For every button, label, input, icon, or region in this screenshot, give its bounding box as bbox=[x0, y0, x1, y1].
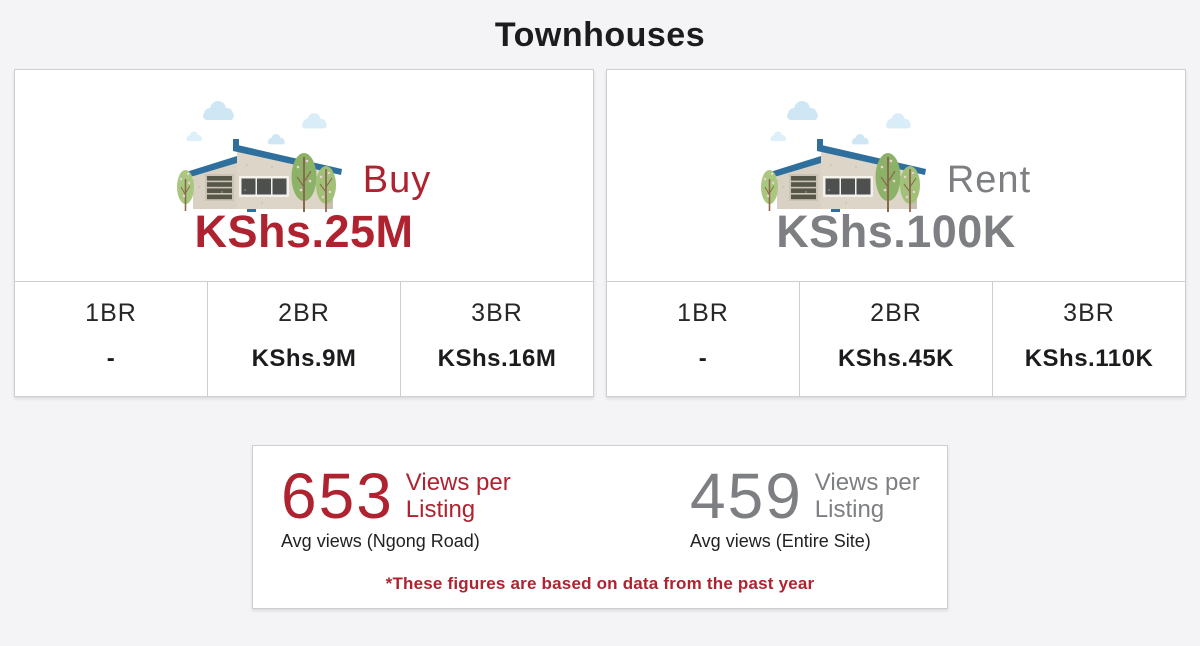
buy-hero: Buy KShs.25M bbox=[15, 70, 593, 281]
average-price: KShs.100K bbox=[776, 206, 1016, 257]
stat-label: Views per Listing bbox=[814, 468, 920, 524]
bedroom-price: - bbox=[698, 345, 708, 372]
bedroom-header: 2BR bbox=[870, 299, 922, 327]
bedroom-cell: 1BR - bbox=[607, 282, 799, 396]
house-illustration bbox=[761, 97, 931, 217]
bedroom-header: 1BR bbox=[677, 299, 729, 327]
bedroom-price: KShs.45K bbox=[837, 345, 955, 372]
stat-caption: Avg views (Ngong Road) bbox=[281, 530, 480, 551]
bedroom-header: 1BR bbox=[85, 299, 137, 327]
bedroom-cell: 2BR KShs.45K bbox=[799, 282, 992, 396]
rent-hero: Rent KShs.100K bbox=[607, 70, 1185, 281]
average-price: KShs.25M bbox=[194, 206, 414, 257]
buy-card: Buy KShs.25M 1BR - 2BR KShs.9M 3BR KShs.… bbox=[14, 69, 594, 397]
rent-card: Rent KShs.100K 1BR - 2BR KShs.45K 3BR KS… bbox=[606, 69, 1186, 397]
stat-entire-site: 459 Views per Listing Avg views (Entire … bbox=[600, 460, 947, 552]
bedroom-price: - bbox=[106, 345, 116, 372]
page-title: Townhouses bbox=[494, 16, 706, 54]
bedroom-price-table: 1BR - 2BR KShs.9M 3BR KShs.16M bbox=[15, 281, 593, 396]
bedroom-price-table: 1BR - 2BR KShs.45K 3BR KShs.110K bbox=[607, 281, 1185, 396]
house-illustration bbox=[177, 97, 347, 217]
bedroom-cell: 1BR - bbox=[15, 282, 207, 396]
stat-number: 653 bbox=[281, 460, 394, 532]
bedroom-price: KShs.16M bbox=[437, 345, 557, 372]
stat-caption: Avg views (Entire Site) bbox=[690, 530, 871, 551]
stat-ngong-road: 653 Views per Listing Avg views (Ngong R… bbox=[253, 460, 600, 552]
bedroom-header: 3BR bbox=[1063, 299, 1115, 327]
bedroom-cell: 2BR KShs.9M bbox=[207, 282, 400, 396]
bedroom-price: KShs.110K bbox=[1024, 345, 1154, 372]
bedroom-cell: 3BR KShs.16M bbox=[400, 282, 593, 396]
bedroom-header: 3BR bbox=[471, 299, 523, 327]
stat-number: 459 bbox=[690, 460, 803, 532]
bedroom-header: 2BR bbox=[278, 299, 330, 327]
bedroom-price: KShs.9M bbox=[251, 345, 357, 372]
listing-type-label: Rent bbox=[946, 159, 1032, 201]
listing-type-label: Buy bbox=[362, 159, 432, 201]
bedroom-cell: 3BR KShs.110K bbox=[992, 282, 1185, 396]
stat-label: Views per Listing bbox=[405, 468, 511, 524]
views-stats-panel: 653 Views per Listing Avg views (Ngong R… bbox=[252, 445, 948, 609]
stats-footnote: *These figures are based on data from th… bbox=[385, 573, 815, 593]
cards-row: Buy KShs.25M 1BR - 2BR KShs.9M 3BR KShs.… bbox=[14, 69, 1186, 397]
